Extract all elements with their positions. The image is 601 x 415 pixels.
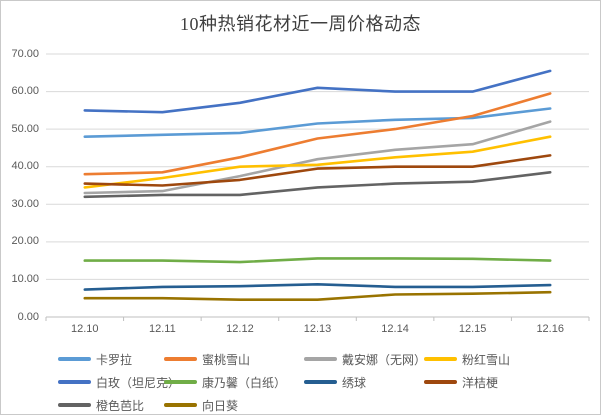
x-tick-label: 12.14 <box>381 323 409 335</box>
series-line-绣球 <box>83 282 552 291</box>
series-line-洋桔梗 <box>83 154 552 187</box>
chart-title: 10种热销花材近一周价格动态 <box>180 14 421 34</box>
series-line-康乃馨（白纸） <box>83 257 552 264</box>
series-line-卡罗拉 <box>83 107 552 138</box>
y-tick-label: 0.00 <box>17 310 39 323</box>
y-tick-label: 40.00 <box>11 160 39 173</box>
y-tick-label: 10.00 <box>11 272 39 285</box>
series-line-向日葵 <box>83 290 552 302</box>
series-line-白玫（坦尼克） <box>83 69 552 114</box>
series-line-蜜桃雪山 <box>83 92 552 176</box>
series-line-戴安娜（无网） <box>83 120 552 195</box>
x-tick-label: 12.16 <box>536 323 564 335</box>
series-line-粉红雪山 <box>83 135 552 189</box>
x-tick-label: 12.12 <box>226 323 254 335</box>
series-line-橙色芭比 <box>83 171 552 199</box>
y-tick-label: 20.00 <box>11 235 39 248</box>
y-tick-label: 60.00 <box>11 85 39 98</box>
y-tick-label: 50.00 <box>11 122 39 135</box>
x-tick-label: 12.13 <box>303 323 332 335</box>
x-tick-label: 12.15 <box>458 323 487 335</box>
x-tick-label: 12.10 <box>71 323 99 335</box>
y-tick-label: 30.00 <box>11 197 39 210</box>
y-tick-label: 70.00 <box>11 47 39 60</box>
x-tick-label: 12.11 <box>148 323 176 335</box>
